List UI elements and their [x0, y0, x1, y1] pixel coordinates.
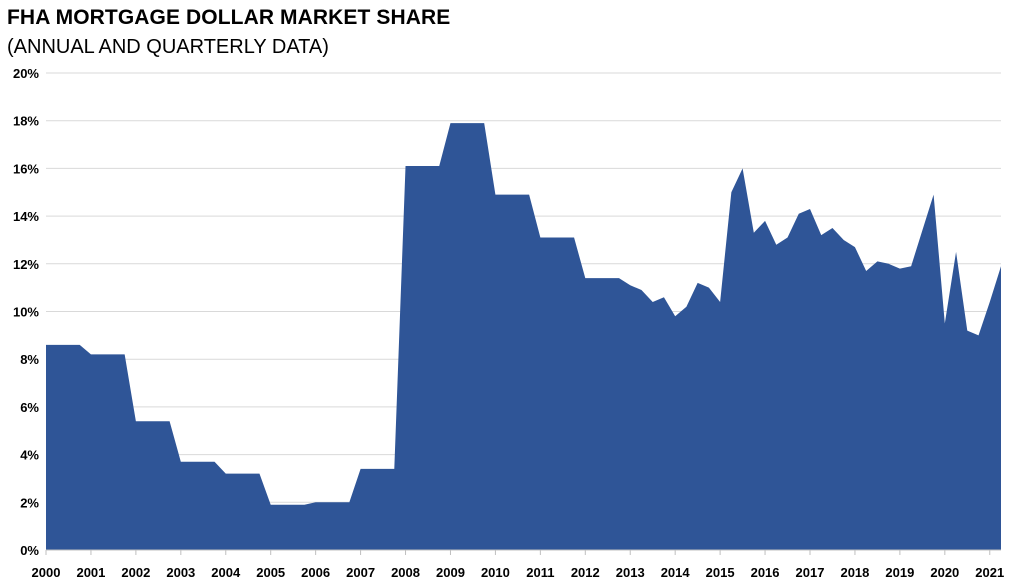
x-tick-label: 2003 [166, 565, 195, 580]
y-tick-label: 0% [20, 543, 39, 558]
x-tick-label: 2005 [256, 565, 285, 580]
series-layer [46, 123, 1001, 550]
x-tick-label: 2004 [211, 565, 241, 580]
y-tick-label: 4% [20, 448, 39, 463]
x-tick-label: 2018 [840, 565, 869, 580]
y-tick-label: 6% [20, 400, 39, 415]
x-tick-label: 2020 [930, 565, 959, 580]
y-tick-label: 16% [13, 161, 39, 176]
x-tick-label: 2015 [706, 565, 735, 580]
x-tick-label: 2017 [796, 565, 825, 580]
x-tick-label: 2013 [616, 565, 645, 580]
x-tick-label: 2000 [32, 565, 61, 580]
y-tick-label: 2% [20, 495, 39, 510]
y-tick-label: 10% [13, 305, 39, 320]
x-tick-label: 2019 [885, 565, 914, 580]
x-tick-label: 2007 [346, 565, 375, 580]
y-tick-label: 12% [13, 257, 39, 272]
x-tick-label: 2021 [975, 565, 1004, 580]
y-tick-label: 8% [20, 352, 39, 367]
chart-title: FHA MORTGAGE DOLLAR MARKET SHARE [7, 6, 451, 29]
x-tick-label: 2006 [301, 565, 330, 580]
y-tick-label: 20% [13, 66, 39, 81]
x-tick-label: 2002 [121, 565, 150, 580]
x-tick-label: 2011 [526, 565, 554, 580]
x-axis-ticks: 2000 2001 2002 2003 2004 2005 2006 2007 2008 2009… [32, 550, 1004, 580]
x-tick-label: 2010 [481, 565, 510, 580]
series-area [46, 123, 1001, 550]
x-tick-label: 2008 [391, 565, 420, 580]
x-tick-label: 2016 [751, 565, 780, 580]
x-tick-label: 2012 [571, 565, 600, 580]
y-tick-label: 14% [13, 209, 39, 224]
y-axis-ticks: 0% 2% 4% 6% 8% 10% 12% 14% 16% 18% 20% [13, 66, 39, 558]
x-tick-label: 2001 [76, 565, 105, 580]
x-tick-label: 2014 [661, 565, 691, 580]
chart-subtitle: (ANNUAL AND QUARTERLY DATA) [7, 36, 329, 58]
x-tick-label: 2009 [436, 565, 465, 580]
y-tick-label: 18% [13, 114, 39, 129]
